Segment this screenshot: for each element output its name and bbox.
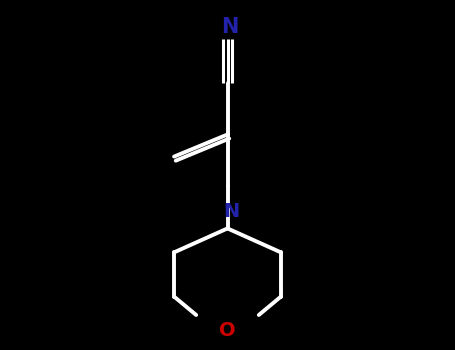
Text: N: N (223, 202, 239, 221)
Text: N: N (221, 17, 238, 37)
Text: O: O (219, 321, 236, 340)
